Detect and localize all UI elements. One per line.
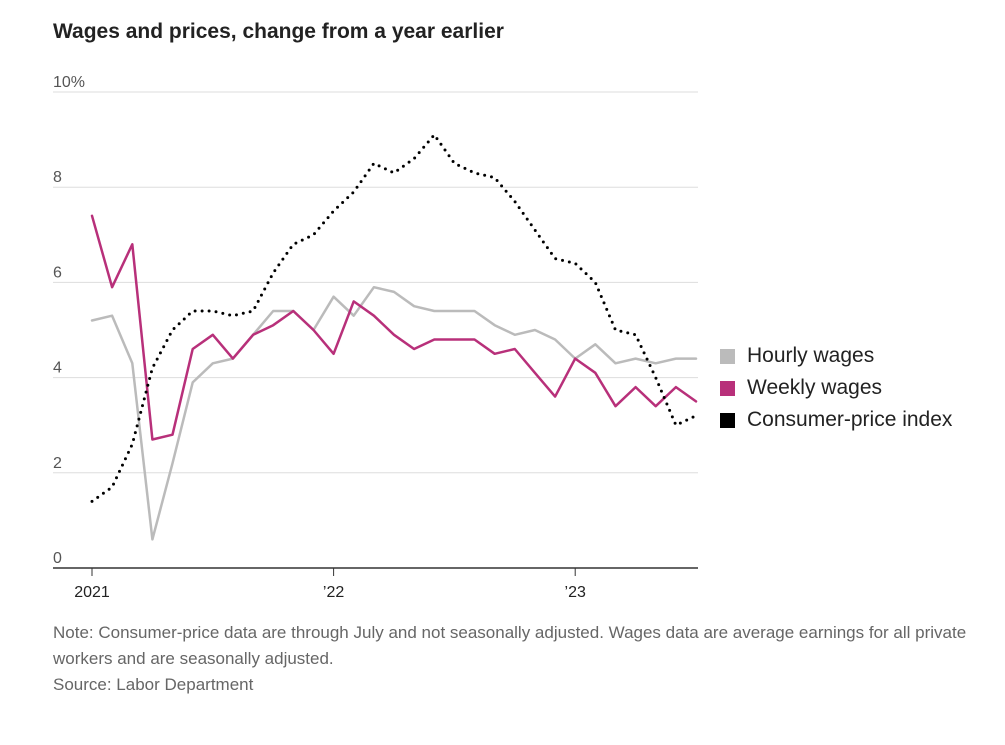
legend-label-consumer-price-index: Consumer-price index [747, 408, 953, 431]
legend-label-hourly-wages: Hourly wages [747, 344, 875, 367]
y-tick-label: 4 [53, 360, 62, 377]
legend-swatch-consumer-price-index [720, 412, 735, 428]
chart-title: Wages and prices, change from a year ear… [53, 20, 504, 43]
legend-item-consumer-price-index: Consumer-price index [720, 404, 952, 436]
legend-item-hourly-wages: Hourly wages [720, 340, 952, 372]
legend: Hourly wages Weekly wages Consumer-price… [720, 340, 952, 436]
x-tick-label: ’22 [323, 584, 344, 600]
series-line-consumer-price-index [90, 133, 698, 503]
series-line-weekly-wages [90, 214, 698, 441]
series-line-hourly-wages [90, 285, 698, 541]
y-tick-label: 10% [53, 74, 85, 91]
chart-note: Note: Consumer-price data are through Ju… [53, 620, 988, 698]
legend-label-weekly-wages: Weekly wages [747, 376, 883, 399]
y-tick-label: 8 [53, 169, 62, 186]
source-text: Source: Labor Department [53, 675, 254, 694]
legend-swatch-weekly-wages [720, 380, 735, 396]
y-tick-label: 6 [53, 264, 62, 281]
x-tick-label: ’23 [565, 584, 586, 600]
series-lines [90, 133, 698, 541]
legend-swatch-hourly-wages [720, 348, 735, 364]
x-tick-label: 2021 [74, 584, 110, 600]
y-tick-label: 0 [53, 550, 62, 567]
line-chart: 0 2 4 6 8 10% 2021 ’22 ’23 [53, 74, 698, 600]
y-tick-label: 2 [53, 455, 62, 472]
x-axis: 2021 ’22 ’23 [53, 567, 698, 600]
y-axis-ticks: 0 2 4 6 8 10% [53, 74, 85, 567]
legend-item-weekly-wages: Weekly wages [720, 372, 952, 404]
gridlines [53, 91, 698, 474]
note-text: Note: Consumer-price data are through Ju… [53, 623, 967, 668]
